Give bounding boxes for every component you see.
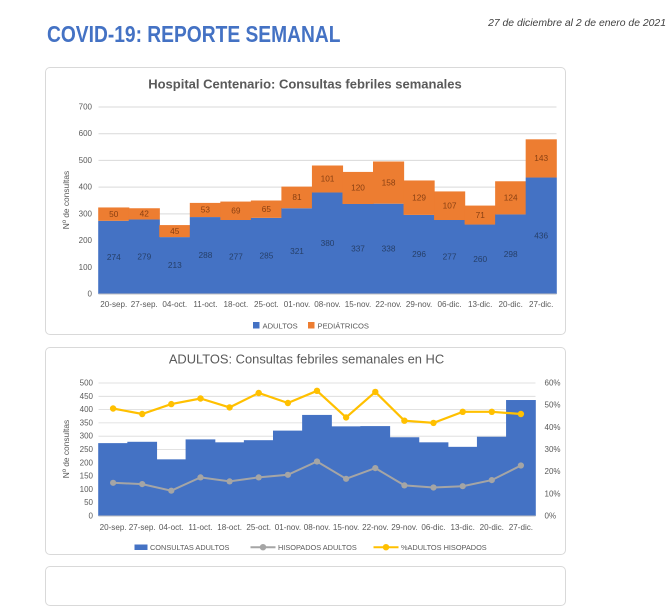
svg-text:69: 69 [231,206,241,216]
svg-text:20%: 20% [545,467,561,476]
svg-text:27-sep.: 27-sep. [129,523,156,532]
svg-text:PEDIÁTRICOS: PEDIÁTRICOS [318,322,369,331]
svg-text:200: 200 [79,236,93,245]
svg-text:107: 107 [443,200,457,210]
svg-text:13-dic.: 13-dic. [451,523,475,532]
svg-text:120: 120 [351,183,365,193]
svg-text:10%: 10% [545,489,561,498]
svg-text:Nº de consultas: Nº de consultas [61,420,71,478]
svg-text:200: 200 [80,458,94,467]
svg-text:274: 274 [107,252,121,262]
svg-text:158: 158 [382,177,396,187]
svg-text:%ADULTOS HISOPADOS: %ADULTOS HISOPADOS [401,543,487,552]
svg-text:213: 213 [168,260,182,270]
svg-text:60%: 60% [545,379,561,388]
svg-text:277: 277 [443,252,457,262]
svg-text:13-dic.: 13-dic. [468,300,492,309]
svg-text:296: 296 [412,249,426,259]
svg-text:11-oct.: 11-oct. [193,300,217,309]
svg-text:15-nov.: 15-nov. [345,300,371,309]
svg-text:27-sep.: 27-sep. [131,300,158,309]
svg-text:08-nov.: 08-nov. [304,523,330,532]
svg-text:300: 300 [80,432,94,441]
svg-text:124: 124 [504,193,518,203]
svg-text:338: 338 [382,244,396,254]
svg-text:0: 0 [88,290,93,299]
svg-text:11-oct.: 11-oct. [188,523,212,532]
svg-text:350: 350 [80,418,94,427]
svg-text:285: 285 [259,251,273,261]
svg-text:ADULTOS: Consultas febriles se: ADULTOS: Consultas febriles semanales en… [169,352,444,367]
svg-text:30%: 30% [545,445,561,454]
svg-text:04-oct.: 04-oct. [159,523,184,532]
svg-text:Hospital Centenario: Consultas: Hospital Centenario: Consultas febriles … [148,77,462,92]
svg-text:260: 260 [473,254,487,264]
svg-text:20-sep.: 20-sep. [100,523,127,532]
svg-text:20-dic.: 20-dic. [499,300,523,309]
svg-text:400: 400 [80,405,94,414]
svg-text:500: 500 [79,156,93,165]
svg-text:100: 100 [79,263,93,272]
svg-text:27-dic.: 27-dic. [509,523,533,532]
svg-text:Nº de consultas: Nº de consultas [61,171,71,229]
svg-text:50%: 50% [545,401,561,410]
svg-text:300: 300 [79,209,93,218]
svg-text:04-oct.: 04-oct. [162,300,187,309]
svg-text:450: 450 [80,392,94,401]
svg-text:ADULTOS: ADULTOS [263,322,298,331]
svg-text:150: 150 [80,472,94,481]
svg-text:65: 65 [262,204,272,214]
svg-text:250: 250 [80,445,94,454]
svg-text:298: 298 [504,249,518,259]
svg-text:20-sep.: 20-sep. [100,300,127,309]
svg-text:600: 600 [79,129,93,138]
svg-text:25-oct.: 25-oct. [246,523,271,532]
svg-text:101: 101 [321,174,335,184]
svg-text:25-oct.: 25-oct. [254,300,279,309]
svg-text:100: 100 [80,485,94,494]
svg-text:81: 81 [292,192,302,202]
svg-text:0: 0 [89,512,94,521]
svg-text:22-nov.: 22-nov. [375,300,401,309]
svg-text:143: 143 [534,153,548,163]
svg-text:400: 400 [79,183,93,192]
svg-text:50: 50 [109,209,119,219]
svg-text:HISOPADOS ADULTOS: HISOPADOS ADULTOS [278,543,357,552]
svg-text:700: 700 [79,103,93,112]
svg-text:08-nov.: 08-nov. [314,300,340,309]
svg-text:18-oct.: 18-oct. [224,300,249,309]
svg-text:40%: 40% [545,423,561,432]
svg-text:53: 53 [201,205,211,215]
svg-text:20-dic.: 20-dic. [480,523,504,532]
svg-text:279: 279 [137,251,151,261]
svg-text:18-oct.: 18-oct. [217,523,242,532]
svg-text:71: 71 [476,210,486,220]
svg-text:06-dic.: 06-dic. [421,523,445,532]
svg-text:0%: 0% [545,512,557,521]
svg-text:129: 129 [412,192,426,202]
svg-text:29-nov.: 29-nov. [406,300,432,309]
svg-text:500: 500 [80,379,94,388]
svg-text:42: 42 [140,209,150,219]
svg-text:CONSULTAS ADULTOS: CONSULTAS ADULTOS [150,543,230,552]
svg-text:29-nov.: 29-nov. [391,523,417,532]
svg-text:50: 50 [84,498,93,507]
svg-text:321: 321 [290,246,304,256]
svg-text:436: 436 [534,231,548,241]
svg-text:380: 380 [321,238,335,248]
svg-text:337: 337 [351,244,365,254]
svg-text:22-nov.: 22-nov. [362,523,388,532]
svg-text:01-nov.: 01-nov. [275,523,301,532]
svg-text:288: 288 [198,250,212,260]
svg-text:06-dic.: 06-dic. [437,300,461,309]
svg-text:45: 45 [170,226,180,236]
svg-text:15-nov.: 15-nov. [333,523,359,532]
svg-text:27-dic.: 27-dic. [529,300,553,309]
svg-text:277: 277 [229,252,243,262]
svg-text:01-nov.: 01-nov. [284,300,310,309]
